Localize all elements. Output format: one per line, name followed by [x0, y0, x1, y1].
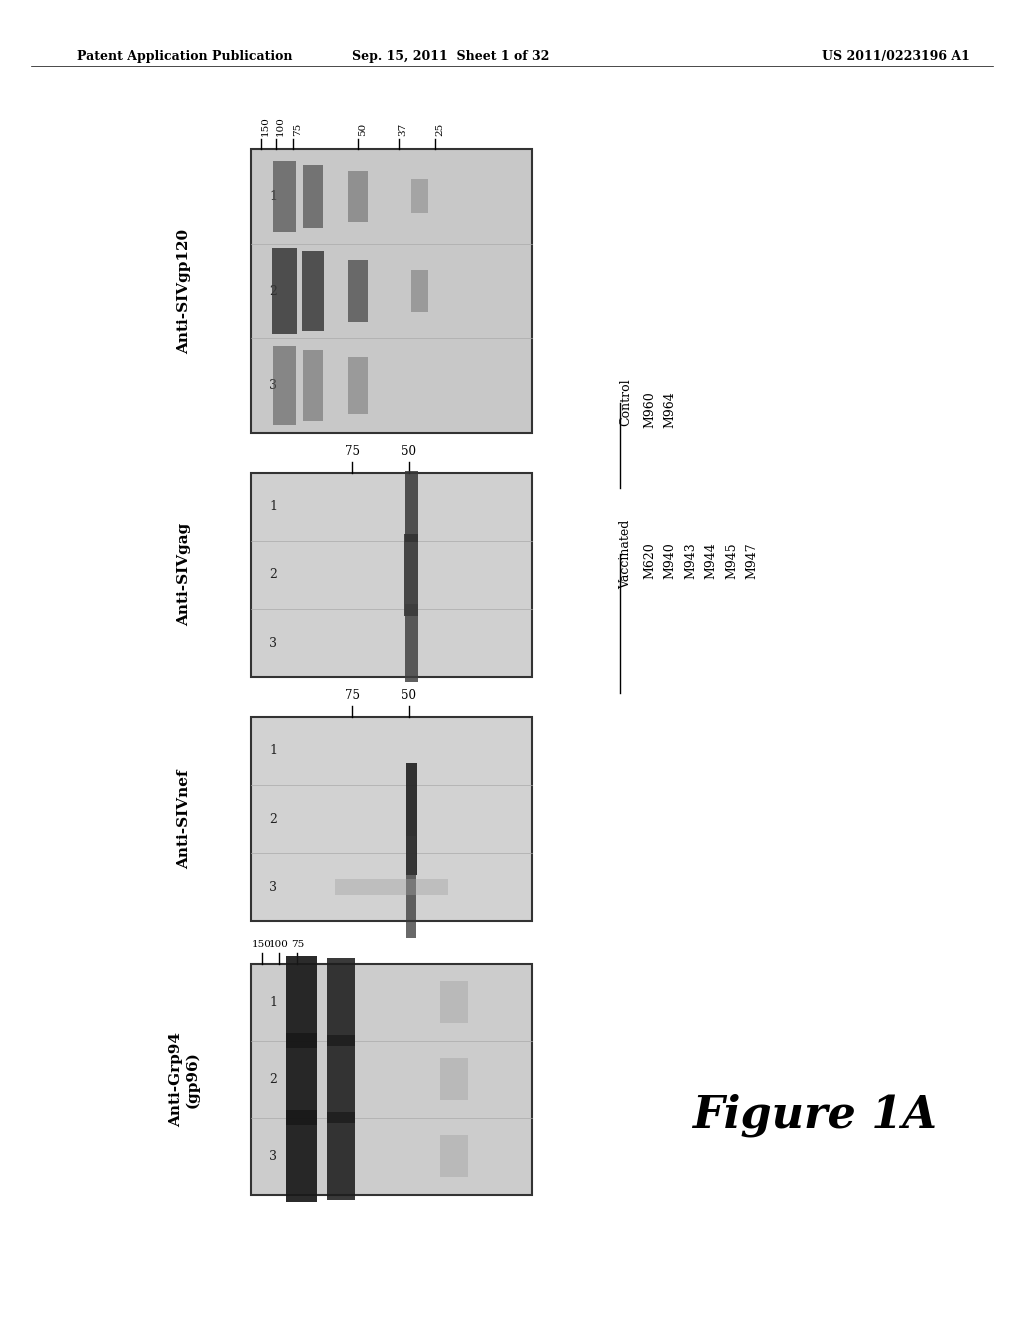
Text: 2: 2	[269, 569, 278, 581]
Bar	[303, 350, 323, 421]
Bar	[348, 170, 368, 222]
Text: Control: Control	[620, 379, 633, 426]
Text: 75: 75	[345, 689, 359, 702]
Text: M940: M940	[664, 543, 677, 579]
Bar	[406, 605, 418, 682]
Text: 1: 1	[269, 190, 278, 203]
Bar	[251, 964, 532, 1195]
Bar	[301, 251, 324, 331]
Text: M944: M944	[705, 543, 718, 579]
Bar	[273, 161, 296, 232]
Text: 1: 1	[269, 744, 278, 758]
Text: 75: 75	[293, 123, 302, 136]
Text: M960: M960	[643, 391, 656, 428]
Text: M943: M943	[684, 543, 697, 579]
Text: 3: 3	[269, 379, 278, 392]
Text: 150: 150	[252, 940, 272, 949]
Text: 2: 2	[269, 285, 278, 297]
Bar	[412, 269, 428, 313]
Text: Anti-SIVgp120: Anti-SIVgp120	[177, 228, 191, 354]
Text: 2: 2	[269, 813, 278, 825]
Text: 50: 50	[401, 445, 416, 458]
Bar	[286, 956, 317, 1048]
Text: US 2011/0223196 A1: US 2011/0223196 A1	[822, 50, 970, 63]
Text: 3: 3	[269, 1150, 278, 1163]
Bar	[406, 763, 417, 875]
Text: 50: 50	[358, 123, 367, 136]
Text: 150: 150	[261, 116, 269, 136]
Text: 75: 75	[345, 445, 359, 458]
Bar	[407, 836, 417, 939]
Bar	[327, 958, 355, 1045]
Text: 2: 2	[269, 1073, 278, 1085]
Text: Sep. 15, 2011  Sheet 1 of 32: Sep. 15, 2011 Sheet 1 of 32	[352, 50, 549, 63]
Text: 3: 3	[269, 636, 278, 649]
Text: Anti-Grp94
(gp96): Anti-Grp94 (gp96)	[169, 1032, 200, 1126]
Text: Anti-SIVgag: Anti-SIVgag	[177, 523, 191, 627]
Text: M964: M964	[664, 391, 677, 428]
Text: Anti-SIVnef: Anti-SIVnef	[177, 770, 191, 869]
Text: 50: 50	[401, 689, 416, 702]
Text: M945: M945	[725, 543, 738, 579]
Text: Vaccinated: Vaccinated	[620, 520, 633, 589]
Bar	[348, 260, 368, 322]
Text: 75: 75	[291, 940, 304, 949]
Text: 1: 1	[269, 995, 278, 1008]
Bar	[439, 1135, 468, 1177]
Bar	[251, 717, 532, 921]
Text: 3: 3	[269, 880, 278, 894]
Text: 1: 1	[269, 500, 278, 513]
Bar	[336, 879, 449, 895]
Text: 25: 25	[435, 123, 444, 136]
Text: 37: 37	[398, 123, 408, 136]
Bar	[286, 1110, 317, 1203]
Bar	[327, 1035, 355, 1123]
Bar	[327, 1113, 355, 1200]
Text: M620: M620	[643, 543, 656, 579]
Text: 100: 100	[276, 116, 286, 136]
Text: 100: 100	[269, 940, 289, 949]
Bar	[251, 473, 532, 677]
Bar	[303, 165, 323, 227]
Bar	[406, 471, 418, 543]
Bar	[439, 1059, 468, 1100]
Bar	[251, 149, 532, 433]
Bar	[439, 981, 468, 1023]
Bar	[273, 346, 296, 425]
Bar	[348, 358, 368, 414]
Bar	[286, 1032, 317, 1125]
Text: M947: M947	[745, 543, 759, 579]
Bar	[272, 248, 297, 334]
Text: Patent Application Publication: Patent Application Publication	[77, 50, 292, 63]
Text: Figure 1A: Figure 1A	[691, 1094, 937, 1137]
Bar	[404, 535, 419, 615]
Bar	[412, 180, 428, 214]
